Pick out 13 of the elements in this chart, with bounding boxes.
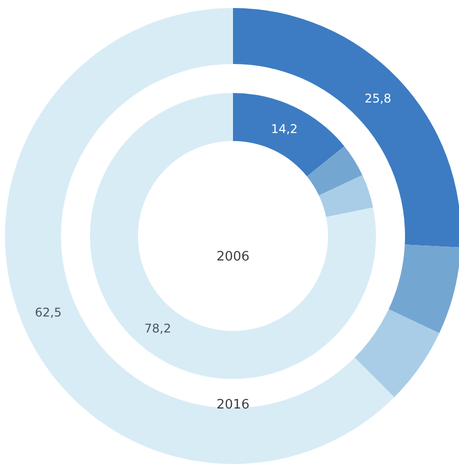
data-label: 25,8 <box>364 91 392 106</box>
donut-slice <box>5 8 394 464</box>
data-label: 62,5 <box>34 306 62 320</box>
data-label: 14,2 <box>270 122 298 136</box>
text: 2016 <box>216 398 250 413</box>
donut-slice <box>318 175 374 218</box>
text: 2006 <box>216 250 250 265</box>
data-label: 78,2 <box>144 321 172 336</box>
donut-slice <box>233 93 344 176</box>
donut-slice <box>306 146 362 196</box>
donut-slice <box>354 309 440 398</box>
donut-slice <box>388 244 459 334</box>
donut-slice <box>233 8 459 248</box>
